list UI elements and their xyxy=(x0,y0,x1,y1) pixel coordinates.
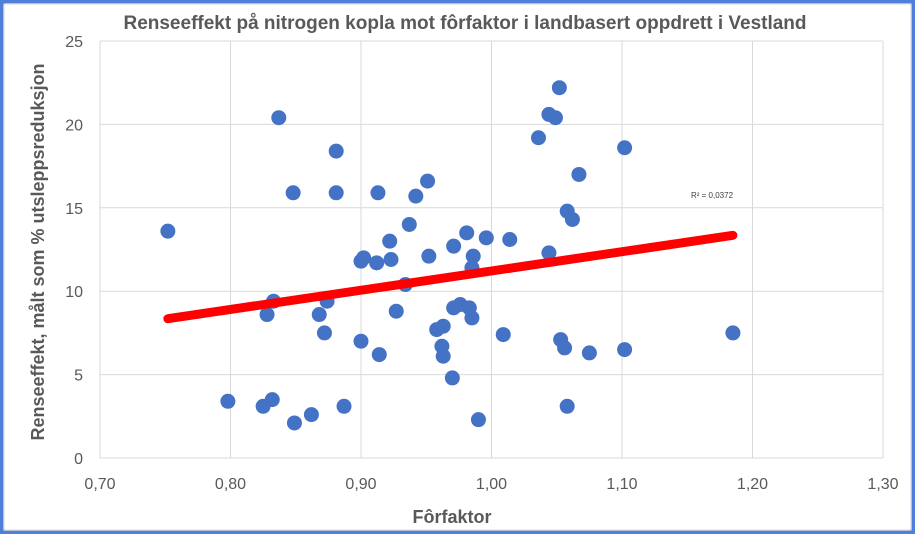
data-point xyxy=(328,185,344,201)
data-point xyxy=(571,166,587,182)
data-point xyxy=(328,143,344,159)
data-point xyxy=(446,238,462,254)
trendline-group xyxy=(163,230,738,324)
data-point xyxy=(316,325,332,341)
data-point xyxy=(557,340,573,356)
y-tick-label: 25 xyxy=(65,34,83,51)
x-tick-labels: 0,70 0,80 0,90 1,00 1,10 1,20 1,30 xyxy=(84,476,898,493)
y-tick-labels: 0 5 10 15 20 25 xyxy=(65,34,83,468)
data-point xyxy=(435,318,451,334)
r-squared-label: R² = 0,0372 xyxy=(691,191,734,200)
data-point xyxy=(408,188,424,204)
data-point xyxy=(160,223,176,239)
data-point xyxy=(311,307,327,323)
data-point xyxy=(435,348,451,364)
data-point xyxy=(564,211,580,227)
data-point xyxy=(271,110,287,126)
x-tick-label: 0,90 xyxy=(345,476,376,493)
data-point xyxy=(559,398,575,414)
data-point xyxy=(259,307,275,323)
data-point xyxy=(388,303,404,319)
data-point xyxy=(370,185,386,201)
data-point xyxy=(478,230,494,246)
data-point xyxy=(401,216,417,232)
data-point xyxy=(369,255,385,271)
x-tick-label: 1,30 xyxy=(867,476,898,493)
data-point xyxy=(617,140,633,156)
data-point xyxy=(382,233,398,249)
y-tick-label: 15 xyxy=(65,201,83,218)
data-point xyxy=(383,252,399,268)
data-point xyxy=(303,407,319,423)
x-axis-title: Fôrfaktor xyxy=(412,507,491,527)
data-point xyxy=(264,392,280,408)
data-point xyxy=(286,415,302,431)
x-tick-label: 1,10 xyxy=(606,476,637,493)
y-tick-label: 10 xyxy=(65,284,83,301)
data-point xyxy=(464,310,480,326)
data-point xyxy=(459,225,475,241)
data-point xyxy=(285,185,301,201)
data-point xyxy=(420,173,436,189)
data-point xyxy=(465,248,481,264)
data-point xyxy=(444,370,460,386)
x-tick-label: 1,00 xyxy=(476,476,507,493)
y-axis-title: Renseeffekt, målt som % utsleppsreduksjo… xyxy=(28,63,48,440)
x-tick-label: 0,70 xyxy=(84,476,115,493)
x-tick-label: 0,80 xyxy=(215,476,246,493)
data-point xyxy=(356,250,372,266)
data-point xyxy=(470,412,486,428)
data-point xyxy=(336,398,352,414)
data-point xyxy=(725,325,741,341)
chart-title: Renseeffekt på nitrogen kopla mot fôrfak… xyxy=(123,13,806,34)
data-point xyxy=(502,231,518,247)
data-point xyxy=(581,345,597,361)
trendline xyxy=(163,230,738,324)
data-point xyxy=(353,333,369,349)
y-tick-label: 5 xyxy=(74,368,83,385)
data-point xyxy=(541,245,557,261)
x-tick-label: 1,20 xyxy=(737,476,768,493)
y-tick-label: 0 xyxy=(74,451,83,468)
data-point xyxy=(421,248,437,264)
data-point xyxy=(617,342,633,358)
data-point xyxy=(371,347,387,363)
data-point xyxy=(530,130,546,146)
y-tick-label: 20 xyxy=(65,117,83,134)
data-point xyxy=(220,393,236,409)
data-point xyxy=(547,110,563,126)
data-point xyxy=(551,80,567,96)
gridlines xyxy=(99,40,884,459)
data-points xyxy=(160,80,741,431)
data-point xyxy=(495,327,511,343)
